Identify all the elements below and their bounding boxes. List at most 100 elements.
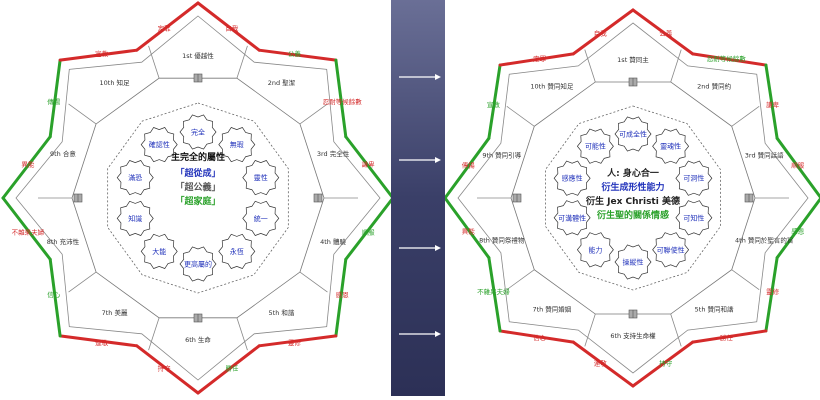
inner-dashed-ring (545, 105, 721, 291)
attribute-node-label: 無瑕 (230, 140, 244, 149)
room-label: 4th 贊同於聖言的旨 (735, 236, 793, 245)
outer-star-edge (498, 329, 575, 344)
center-line: 「超家庭」 (175, 195, 220, 207)
inner-star-outline (15, 15, 381, 381)
book-icon (313, 193, 323, 203)
outer-star-edge (775, 196, 820, 260)
attribute-node (179, 246, 217, 282)
room-spoke (68, 271, 97, 293)
room-spoke (670, 49, 682, 83)
outer-label: 不雜果夫婦 (12, 227, 45, 236)
outer-label: 順服 (362, 228, 376, 236)
book-icon (193, 73, 203, 83)
outer-star-edge (571, 340, 635, 388)
arrow-head (435, 331, 441, 337)
room-label: 10th 知足 (100, 78, 131, 87)
center-title: 主完全的屬性 (171, 151, 225, 163)
attribute-node (140, 127, 178, 163)
center-line: 衍生聖的關係情感 (596, 209, 669, 221)
attribute-node (675, 160, 713, 196)
room-label: 3rd 贊同話語 (745, 150, 784, 159)
room-spoke (148, 45, 160, 79)
attribute-node-label: 可洞性 (683, 174, 704, 183)
attribute-node-label: 知識 (128, 214, 142, 223)
book-icon (512, 193, 522, 203)
outer-label: 異能 (21, 160, 35, 169)
outer-label: 傳揚 (47, 97, 61, 106)
room-spoke (506, 105, 535, 127)
outer-star-edge (344, 135, 391, 198)
outer-star-edge (631, 8, 695, 56)
book-icon (73, 193, 83, 203)
attribute-node (553, 200, 591, 236)
outer-star-fill (445, 10, 820, 386)
attribute-node (614, 244, 652, 280)
attribute-node-label: 能力 (588, 245, 602, 254)
outer-star-edge (344, 198, 391, 261)
outer-star-edge (571, 8, 635, 56)
outer-label: 公義 (659, 29, 673, 38)
outer-label: 謙卑 (362, 160, 376, 169)
attribute-node (242, 160, 280, 196)
room-label: 9th 贊同引導 (482, 150, 521, 159)
attribute-node-label: 靈性 (254, 173, 268, 182)
outer-star-edge (48, 257, 62, 338)
room-spoke (731, 105, 760, 127)
attribute-node (675, 200, 713, 236)
room-spoke (731, 269, 760, 291)
room-label: 8th 充沛性 (47, 237, 80, 246)
attribute-node-label: 統一 (254, 214, 268, 223)
outer-label: 信心 (533, 333, 547, 342)
room-label: 7th 贊同婚姻 (532, 305, 571, 314)
room-label: 4th 體驗 (320, 237, 346, 246)
inner-dashed-ring (107, 102, 289, 294)
attribute-node-label: 可能性 (585, 142, 606, 151)
attribute-node (576, 232, 614, 268)
outer-label: 連敬 (594, 358, 608, 367)
outer-star-edge (691, 52, 768, 67)
outer-label: 謙卑 (766, 100, 780, 109)
outer-label: 宣教 (487, 100, 501, 109)
center-line: 衍生 Jex Christi 美德 (585, 195, 680, 207)
book-icon (628, 77, 638, 87)
outer-label: 忍耐等候餘數 (323, 97, 363, 106)
room-spoke (670, 313, 682, 347)
attribute-node (242, 200, 280, 236)
outer-star-edge (1, 135, 52, 200)
outer-star-edge (58, 334, 139, 348)
room-spoke (148, 317, 160, 351)
outer-label: 定罪 (158, 23, 172, 32)
room-label: 9th 合意 (50, 149, 76, 158)
inner-star-outline (457, 22, 809, 374)
attribute-node-label: 操縱性 (623, 258, 644, 267)
center-line: 衍生成形性能力 (600, 181, 664, 193)
room-label: 5th 贊同和諧 (695, 305, 734, 314)
outer-star-edge (196, 1, 261, 52)
attribute-node (614, 116, 652, 152)
room-spoke (506, 269, 535, 291)
attribute-node-label: 靈魂性 (660, 142, 681, 151)
outer-star-edge (445, 196, 491, 260)
outer-label: 宣教 (95, 49, 109, 58)
outer-label: 靈修 (766, 287, 780, 296)
attribute-node-label: 感應性 (562, 174, 583, 183)
outer-label: 異能 (462, 226, 476, 235)
outer-label: 連敬 (95, 338, 109, 347)
outer-star-edge (196, 344, 261, 395)
arrow-head (435, 157, 441, 163)
outer-star-edge (48, 58, 62, 139)
attribute-node (218, 127, 256, 163)
outer-star-edge (445, 136, 491, 200)
attribute-node-label: 滿恐 (128, 173, 142, 182)
attribute-node-label: 永恆 (230, 247, 244, 256)
outer-label: 靈修 (288, 338, 302, 347)
outer-star-edge (58, 48, 139, 62)
room-spoke (299, 271, 328, 293)
room-label: 1st 優越性 (182, 51, 214, 60)
room-label: 2nd 聖潔 (268, 79, 296, 87)
outer-label: 感恩 (791, 226, 805, 235)
room-label: 8th 贊同祭禮物 (479, 236, 525, 245)
center-line: 人: 身心合一 (606, 167, 659, 179)
attribute-node-label: 大能 (152, 247, 166, 256)
